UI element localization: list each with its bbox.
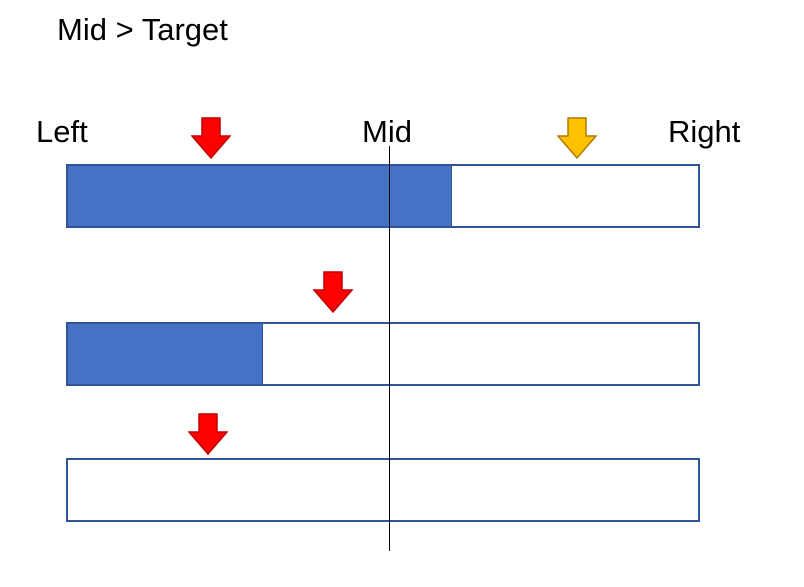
label-right: Right [668, 114, 741, 149]
range-bar-3 [66, 458, 700, 522]
mid-divider-line [389, 146, 390, 551]
diagram-title: Mid > Target [57, 12, 228, 47]
red-down-arrow-icon [191, 117, 231, 159]
range-bar-2 [66, 322, 700, 386]
range-bar-2-fill [68, 324, 264, 384]
label-mid: Mid [362, 114, 412, 149]
label-left: Left [36, 114, 88, 149]
red-down-arrow-icon [188, 413, 228, 455]
red-down-arrow-icon [313, 271, 353, 313]
range-bar-1-fill [68, 166, 453, 226]
orange-down-arrow-icon [557, 117, 597, 159]
range-bar-1 [66, 164, 700, 228]
